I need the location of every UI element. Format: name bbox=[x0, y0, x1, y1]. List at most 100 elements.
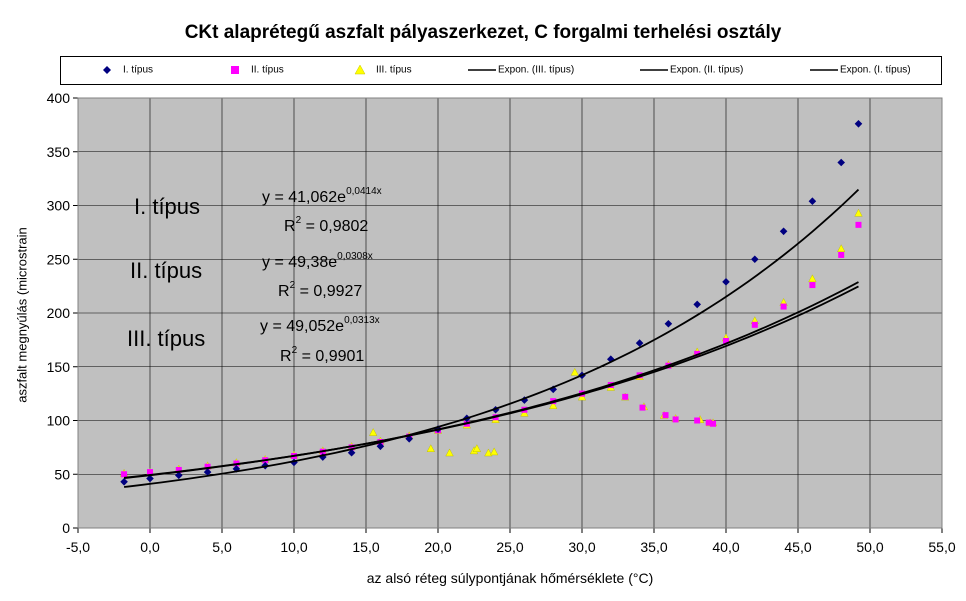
y-tick-label: 100 bbox=[47, 413, 71, 429]
point-ii-t-pus bbox=[348, 444, 355, 451]
point-i-t-pus bbox=[376, 442, 385, 451]
y-tick-label: 0 bbox=[62, 520, 70, 536]
legend-item-expon-3: Expon. (III. típus) bbox=[466, 64, 574, 76]
point-ii-t-pus bbox=[662, 412, 669, 419]
point-ii-t-pus bbox=[855, 221, 862, 228]
point-i-t-pus bbox=[693, 300, 701, 309]
point-i-t-pus bbox=[779, 227, 788, 236]
point-iii-t-pus bbox=[445, 448, 454, 457]
point-ii-t-pus bbox=[710, 420, 717, 427]
legend-item-type-1: I. típus bbox=[91, 64, 153, 76]
point-ii-t-pus bbox=[694, 417, 701, 424]
point-i-t-pus bbox=[854, 120, 863, 128]
y-tick-label: 250 bbox=[47, 251, 71, 267]
annotation-type-1-equation: y = 41,062e0,0414x bbox=[262, 186, 382, 206]
x-tick-label: 10,0 bbox=[280, 539, 307, 555]
point-i-t-pus bbox=[837, 158, 845, 167]
legend-item-expon-2: Expon. (II. típus) bbox=[638, 64, 743, 76]
y-tick-label: 400 bbox=[47, 90, 71, 106]
point-ii-t-pus bbox=[175, 466, 182, 473]
y-tick-label: 350 bbox=[47, 144, 71, 160]
triangle-marker-icon bbox=[344, 64, 376, 76]
point-ii-t-pus bbox=[121, 471, 128, 478]
point-i-t-pus bbox=[664, 319, 673, 328]
x-tick-label: 40,0 bbox=[712, 539, 739, 555]
y-tick-label: 200 bbox=[47, 305, 71, 321]
point-ii-t-pus bbox=[639, 404, 646, 411]
tick-labels: -5,0 0,0 5,0 10,0 15,0 20,0 25,0 30,0 35,0 40,0 45… bbox=[47, 90, 956, 555]
plot-border bbox=[77, 97, 943, 529]
x-tick-label: 35,0 bbox=[640, 539, 667, 555]
point-ii-t-pus bbox=[809, 282, 816, 289]
point-iii-t-pus bbox=[490, 447, 499, 456]
x-tick-label: 30,0 bbox=[568, 539, 595, 555]
square-marker-icon bbox=[219, 64, 251, 76]
x-axis-title: az alsó réteg súlypontjának hőmérséklete… bbox=[366, 570, 654, 586]
point-iii-t-pus bbox=[854, 208, 863, 217]
x-tick-label: 50,0 bbox=[856, 539, 883, 555]
point-iii-t-pus bbox=[472, 444, 482, 452]
x-tick-label: 20,0 bbox=[424, 539, 451, 555]
y-tick-label: 50 bbox=[54, 466, 70, 482]
x-tick-label: 55,0 bbox=[928, 539, 955, 555]
annotation-type-2-equation: y = 49,38e0,0308x bbox=[262, 251, 373, 271]
x-tick-label: 5,0 bbox=[212, 539, 232, 555]
x-tick-label: 45,0 bbox=[784, 539, 811, 555]
point-i-t-pus bbox=[751, 255, 759, 264]
annotation-type-1-label: I. típus bbox=[134, 194, 201, 219]
point-i-t-pus bbox=[175, 471, 183, 480]
chart-title: CKt alaprétegű aszfalt pályaszerkezet, C… bbox=[184, 22, 782, 43]
y-axis-title: aszfalt megnyúlás (microstrain bbox=[14, 227, 30, 403]
axes bbox=[73, 97, 943, 533]
annotation-type-2-r2: R2 = 0,9927 bbox=[278, 280, 363, 300]
point-iii-t-pus bbox=[808, 274, 817, 283]
point-i-t-pus bbox=[120, 477, 128, 486]
x-tick-label: 25,0 bbox=[496, 539, 523, 555]
point-i-t-pus bbox=[146, 474, 154, 483]
point-i-t-pus bbox=[808, 197, 817, 205]
y-tick-label: 150 bbox=[47, 359, 71, 375]
diamond-marker-icon bbox=[91, 64, 123, 76]
legend: I. típus II. típus III. típus Expon. (II… bbox=[60, 56, 942, 85]
point-i-t-pus bbox=[722, 278, 730, 286]
annotation-type-3-equation: y = 49,052e0,0313x bbox=[260, 315, 380, 335]
point-i-t-pus bbox=[203, 468, 212, 476]
trendline-icon bbox=[638, 64, 670, 76]
point-i-t-pus bbox=[347, 448, 356, 457]
x-tick-label: 0,0 bbox=[140, 539, 160, 555]
point-iii-t-pus bbox=[549, 401, 558, 409]
legend-item-expon-1: Expon. (I. típus) bbox=[808, 64, 911, 76]
point-ii-t-pus bbox=[672, 416, 679, 423]
y-tick-label: 300 bbox=[47, 198, 71, 214]
point-ii-t-pus bbox=[723, 337, 729, 344]
point-iii-t-pus bbox=[570, 367, 579, 376]
trendline-series bbox=[123, 281, 859, 480]
annotation-type-1-r2: R2 = 0,9802 bbox=[284, 215, 369, 235]
point-iii-t-pus bbox=[837, 244, 846, 253]
trendline-icon bbox=[466, 64, 498, 76]
point-i-t-pus bbox=[635, 339, 644, 347]
legend-item-type-2: II. típus bbox=[219, 64, 284, 76]
point-i-t-pus bbox=[232, 465, 241, 473]
trendlines bbox=[123, 188, 860, 488]
legend-item-type-3: III. típus bbox=[344, 64, 412, 76]
point-ii-t-pus bbox=[204, 463, 211, 470]
x-tick-label: 15,0 bbox=[352, 539, 379, 555]
point-i-t-pus bbox=[405, 434, 413, 443]
point-ii-t-pus bbox=[705, 419, 712, 426]
point-ii-t-pus bbox=[622, 393, 629, 400]
annotation-type-3-label: III. típus bbox=[127, 326, 206, 351]
point-ii-t-pus bbox=[147, 469, 153, 476]
point-ii-t-pus bbox=[751, 321, 758, 328]
point-ii-t-pus bbox=[780, 303, 787, 310]
point-iii-t-pus bbox=[484, 448, 493, 457]
point-iii-t-pus bbox=[426, 444, 435, 452]
annotation-type-2-label: II. típus bbox=[130, 258, 203, 283]
point-iii-t-pus bbox=[369, 428, 378, 436]
point-ii-t-pus bbox=[838, 251, 845, 258]
annotation-type-3-r2: R2 = 0,9901 bbox=[280, 345, 365, 365]
x-tick-label: -5,0 bbox=[66, 539, 90, 555]
trendline-icon bbox=[808, 64, 840, 76]
trendline-series bbox=[123, 188, 860, 488]
